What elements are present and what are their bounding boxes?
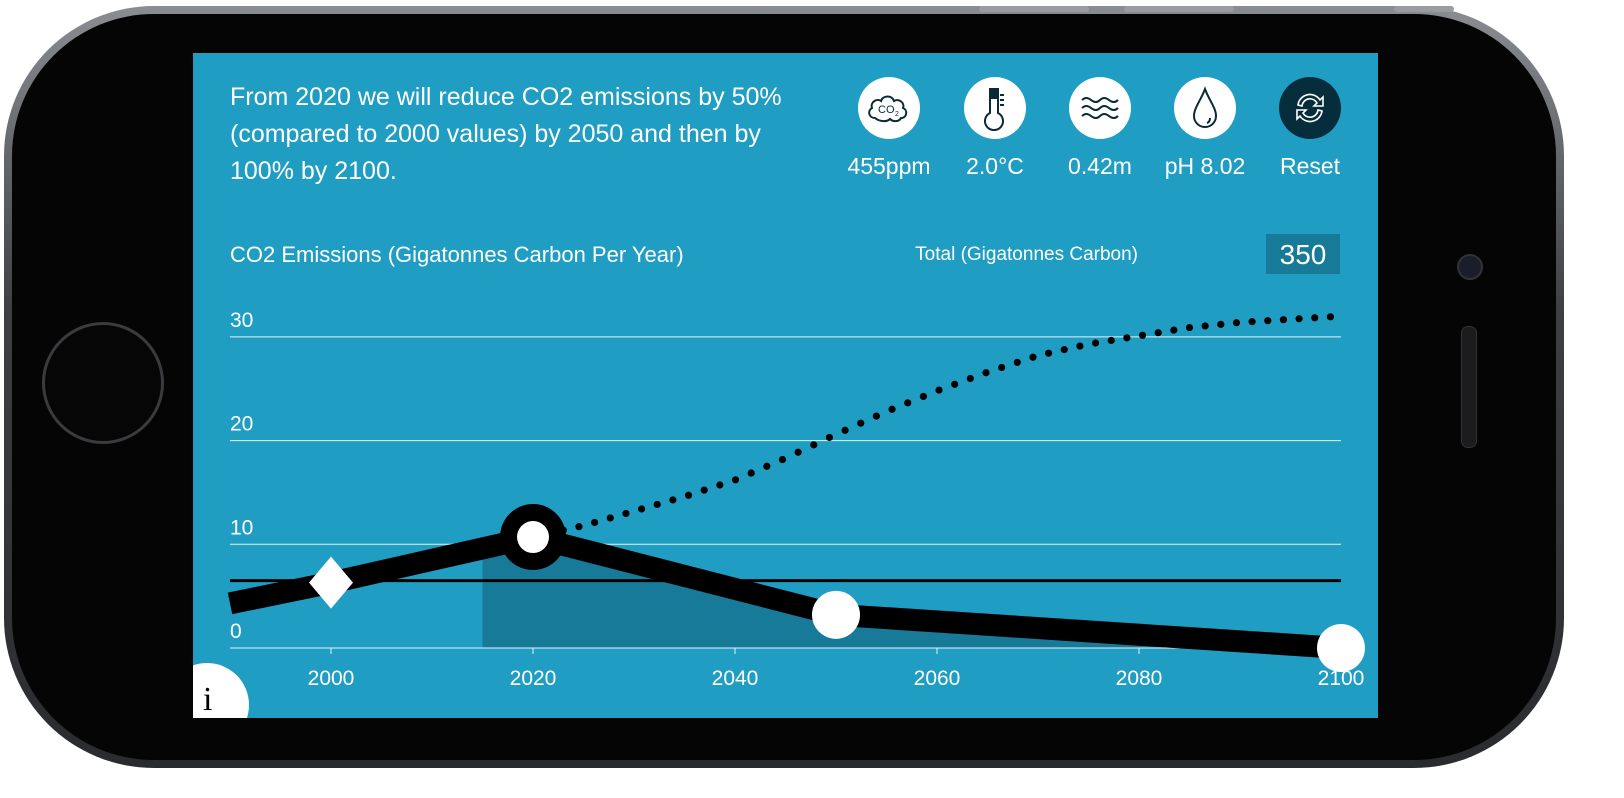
temperature-stat: 2.0°C <box>940 77 1050 180</box>
app-screen: 0 10 20 30 2000 2020 2040 2060 2080 2100 From 202… <box>193 53 1378 718</box>
business-as-usual-dot <box>872 412 881 420</box>
business-as-usual-dot <box>778 455 787 464</box>
business-as-usual-dot <box>794 448 802 456</box>
business-as-usual-dot <box>1138 331 1147 339</box>
business-as-usual-dot <box>1311 314 1319 322</box>
business-as-usual-dot <box>1107 336 1115 345</box>
ph-value: pH 8.02 <box>1164 153 1246 179</box>
x-tick-label: 2040 <box>712 667 759 690</box>
svg-text:CO: CO <box>878 104 895 116</box>
ring-handle-center <box>517 521 549 554</box>
business-as-usual-dot <box>669 496 677 504</box>
co2-value: 455ppm <box>847 153 931 179</box>
business-as-usual-dot <box>1279 316 1288 324</box>
ph-stat: pH 8.02 <box>1150 77 1260 180</box>
x-tick-label: 2100 <box>1318 667 1365 690</box>
emissions-chart[interactable]: 0 10 20 30 2000 2020 2040 2060 2080 2100 <box>193 53 1378 718</box>
business-as-usual-dot <box>1123 334 1131 342</box>
info-icon: i <box>203 681 213 718</box>
sea-level-stat: 0.42m <box>1045 77 1155 180</box>
waves-icon <box>1069 77 1131 139</box>
business-as-usual-dot <box>1154 329 1162 337</box>
business-as-usual-dot <box>684 491 693 499</box>
business-as-usual-dot <box>1217 320 1225 328</box>
x-tick-label: 2020 <box>510 667 557 690</box>
business-as-usual-dot <box>966 374 974 383</box>
x-tick-label: 2000 <box>308 667 355 690</box>
business-as-usual-dot <box>1029 353 1037 361</box>
business-as-usual-dot <box>888 405 896 413</box>
business-as-usual-dot <box>747 469 755 477</box>
home-button[interactable] <box>42 322 164 444</box>
drag-handle[interactable] <box>1317 624 1365 672</box>
business-as-usual-dot <box>1045 349 1053 357</box>
business-as-usual-dot <box>825 433 834 442</box>
y-tick-label: 0 <box>230 620 242 643</box>
business-as-usual-dot <box>951 380 959 388</box>
business-as-usual-dot <box>575 523 583 531</box>
business-as-usual-dot <box>919 392 927 401</box>
reset-icon <box>1279 77 1341 139</box>
y-tick-label: 30 <box>230 309 253 332</box>
co2-cloud-icon: CO 2 <box>858 77 920 139</box>
business-as-usual-dot <box>1060 346 1068 354</box>
business-as-usual-dot <box>653 500 661 509</box>
volume-button <box>1124 6 1234 12</box>
business-as-usual-dot <box>1185 323 1194 332</box>
total-label: Total (Gigatonnes Carbon) <box>915 244 1138 265</box>
y-tick-label: 20 <box>230 413 253 436</box>
business-as-usual-dot <box>904 399 912 407</box>
business-as-usual-dot <box>1295 315 1303 323</box>
business-as-usual-dot <box>841 426 849 434</box>
business-as-usual-dot <box>810 441 818 449</box>
business-as-usual-dot <box>857 419 865 427</box>
business-as-usual-dot <box>1170 326 1178 334</box>
camera <box>1457 254 1483 280</box>
business-as-usual-dot <box>700 486 708 494</box>
business-as-usual-dot <box>591 518 599 527</box>
business-as-usual-dot <box>1201 322 1209 330</box>
drag-handle[interactable] <box>812 590 860 639</box>
business-as-usual-dot <box>982 369 990 377</box>
business-as-usual-dot <box>622 509 630 518</box>
business-as-usual-dot <box>998 363 1006 372</box>
cumulative-emissions-area <box>482 537 1341 648</box>
business-as-usual-dot <box>731 476 740 484</box>
business-as-usual-dot <box>716 481 724 489</box>
business-as-usual-dot <box>935 386 943 394</box>
business-as-usual-dot <box>1326 313 1334 321</box>
power-button <box>1394 6 1454 12</box>
x-tick-label: 2080 <box>1116 667 1163 690</box>
water-drop-icon <box>1174 77 1236 139</box>
svg-text:2: 2 <box>895 111 899 118</box>
scenario-description: From 2020 we will reduce CO2 emissions b… <box>230 83 782 185</box>
temperature-value: 2.0°C <box>966 153 1024 179</box>
volume-button <box>979 6 1089 12</box>
business-as-usual-dot <box>1248 318 1256 326</box>
business-as-usual-dot <box>763 462 771 470</box>
co2-stat: CO 2 455ppm <box>834 77 944 180</box>
business-as-usual-dot <box>1013 358 1021 366</box>
x-tick-label: 2060 <box>914 667 961 690</box>
sea-level-value: 0.42m <box>1068 153 1132 179</box>
diamond-handle <box>309 556 353 609</box>
y-tick-label: 10 <box>230 516 253 539</box>
total-value: 350 <box>1266 234 1340 274</box>
business-as-usual-dot <box>1264 317 1272 325</box>
business-as-usual-dot <box>1232 319 1241 327</box>
reset-button[interactable]: Reset <box>1255 77 1365 180</box>
business-as-usual-dot <box>606 514 614 522</box>
speaker <box>1461 326 1477 448</box>
chart-title: CO2 Emissions (Gigatonnes Carbon Per Yea… <box>230 242 684 267</box>
business-as-usual-dot <box>1091 339 1100 347</box>
thermometer-icon <box>964 77 1026 139</box>
business-as-usual-dot <box>637 505 646 513</box>
reset-label: Reset <box>1279 153 1341 179</box>
business-as-usual-dot <box>1076 342 1084 350</box>
